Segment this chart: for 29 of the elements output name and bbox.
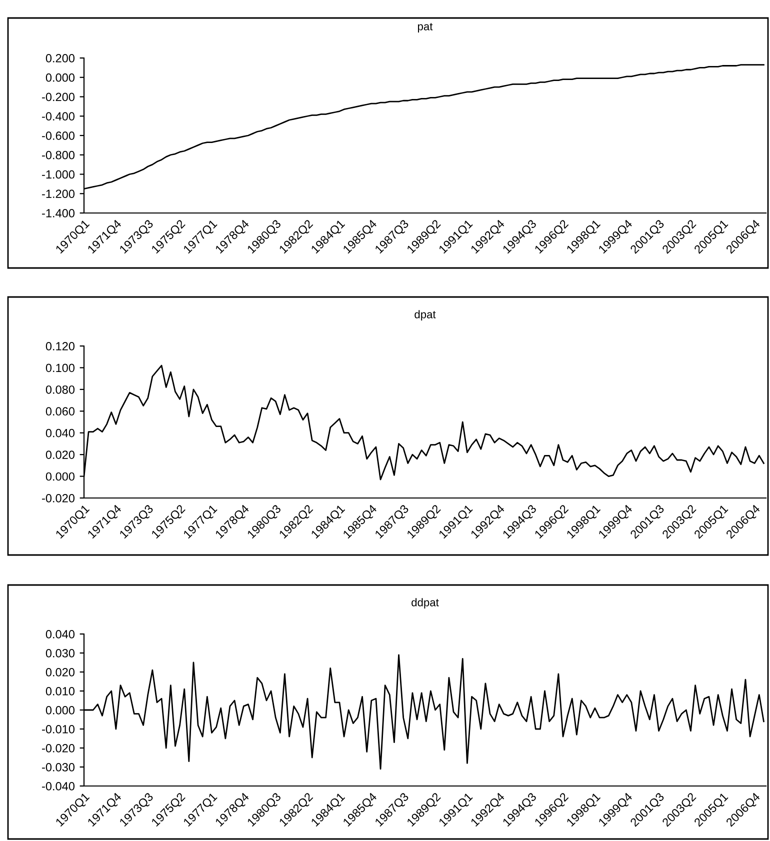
y-tick-label: 0.000 [46, 472, 75, 481]
y-tick-label: -1.000 [42, 170, 75, 179]
y-tick-label: 0.040 [46, 630, 75, 638]
y-tick-label: 0.080 [46, 385, 75, 394]
y-tick-label: 0.000 [46, 706, 75, 714]
y-tick-label: 0.200 [46, 54, 75, 62]
y-tick-label: 0.120 [46, 342, 75, 350]
y-tick-label: -0.400 [42, 112, 75, 121]
y-tick-label: 0.010 [46, 687, 75, 696]
y-tick-label: 0.020 [46, 450, 75, 459]
y-tick-label: 0.030 [46, 649, 75, 658]
y-tick-label: -1.400 [42, 209, 75, 218]
y-tick-label: 0.040 [46, 428, 75, 438]
y-tick-label: 0.020 [46, 668, 75, 676]
y-tick-label: -0.010 [42, 725, 75, 734]
chart-title: ddpat [412, 598, 439, 609]
y-tick-label: -1.200 [42, 190, 75, 198]
y-tick-label: -0.040 [42, 782, 75, 790]
chart-title: dpat [414, 310, 436, 321]
y-tick-label: -0.020 [42, 744, 75, 752]
y-tick-label: -0.200 [42, 92, 75, 102]
chart-title: pat [418, 23, 433, 33]
y-tick-label: -0.020 [42, 494, 75, 502]
y-tick-label: -0.600 [42, 132, 75, 140]
y-tick-label: 0.060 [46, 407, 75, 416]
y-tick-label: -0.800 [42, 150, 75, 160]
y-tick-label: -0.030 [42, 763, 75, 772]
y-tick-label: 0.000 [46, 73, 75, 82]
y-tick-label: 0.100 [46, 364, 75, 372]
